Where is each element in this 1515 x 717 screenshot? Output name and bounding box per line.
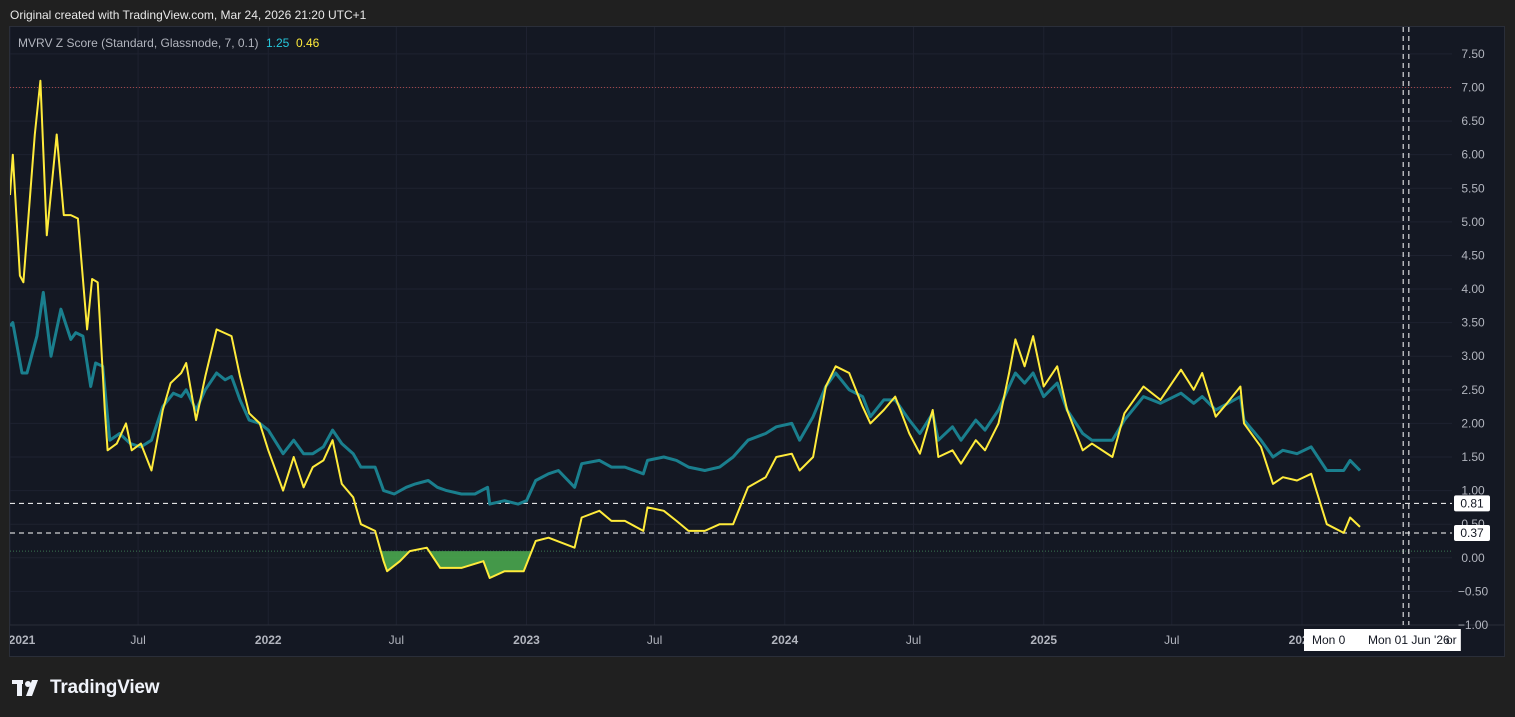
chart-panel[interactable]: 7.50 7.00 6.50 6.00 5.50 5.00 4.50 4.00 3.50 3.00… [9,26,1505,657]
date-label-second: Mon 01 Jun '26 [1368,633,1450,647]
x-tick-label: Jul [1164,633,1179,647]
x-tick-label: 2023 [513,633,540,647]
green-area-fill [380,551,532,578]
legend-value-yellow: 0.46 [296,36,320,50]
date-label-badge [1356,629,1461,651]
x-tick-label: Jul [130,633,145,647]
y-tick-label: 4.50 [1461,248,1485,262]
y-tick-label: 3.00 [1461,349,1485,363]
y-tick-label: 3.50 [1461,316,1485,330]
chart-legend: MVRV Z Score (Standard, Glassnode, 7, 0.… [18,36,320,50]
chart-source-header: Original created with TradingView.com, M… [10,8,367,22]
y-tick-label: 7.00 [1461,80,1485,94]
y-tick-label: 7.50 [1461,47,1485,61]
zscore-yellow-line [10,79,1361,579]
y-tick-label: 6.00 [1461,148,1485,162]
x-tick-label: 2022 [255,633,282,647]
y-tick-label: 2.00 [1461,416,1485,430]
hline-value-label: 0.37 [1460,526,1484,540]
y-tick-label: 5.00 [1461,215,1485,229]
below-zero-area [380,551,410,572]
y-tick-label: 0.00 [1461,551,1485,565]
indicator-title: MVRV Z Score (Standard, Glassnode, 7, 0.… [18,36,259,50]
tradingview-logo-icon [12,680,38,696]
x-tick-label: Jul [906,633,921,647]
y-tick-label: 1.50 [1461,450,1485,464]
date-label-edge: or [1446,633,1457,647]
x-tick-label: 2025 [1030,633,1057,647]
vertical-crosshair-lines [1402,27,1410,625]
mvrv-teal-line [10,290,1362,506]
hline-value-badge [1454,495,1490,512]
y-axis[interactable]: 7.50 7.00 6.50 6.00 5.50 5.00 4.50 4.00 3.50 3.00… [1454,47,1490,632]
x-tick-label: Jul [647,633,662,647]
below-zero-area [428,551,532,578]
x-tick-label: Jul [389,633,404,647]
y-tick-label: 5.50 [1461,181,1485,195]
hline-value-label: 0.81 [1460,496,1484,510]
legend-value-teal: 1.25 [266,36,290,50]
chart-canvas[interactable]: 7.50 7.00 6.50 6.00 5.50 5.00 4.50 4.00 3.50 3.00… [10,27,1504,656]
x-tick-label: 2024 [771,633,798,647]
x-tick-label: 2021 [10,633,36,647]
series-lines [10,79,1362,579]
y-tick-label: −0.50 [1458,584,1489,598]
tradingview-logo[interactable]: TradingView [12,676,160,700]
x-axis[interactable]: 2021 Jul 2022 Jul 2023 Jul 2024 Jul 2025 Jul 2026M… [10,629,1461,651]
horizontal-reference-lines [10,86,1452,552]
y-tick-label: 1.00 [1461,484,1485,498]
hline-value-badge [1454,524,1490,541]
grid-lines [10,27,1504,626]
y-tick-label: 4.00 [1461,282,1485,296]
y-tick-label: −1.00 [1458,618,1489,632]
tradingview-brand-text: TradingView [50,677,160,698]
y-tick-label: 6.50 [1461,114,1485,128]
date-label-first: Mon 0 [1312,633,1346,647]
y-tick-label: 2.50 [1461,383,1485,397]
